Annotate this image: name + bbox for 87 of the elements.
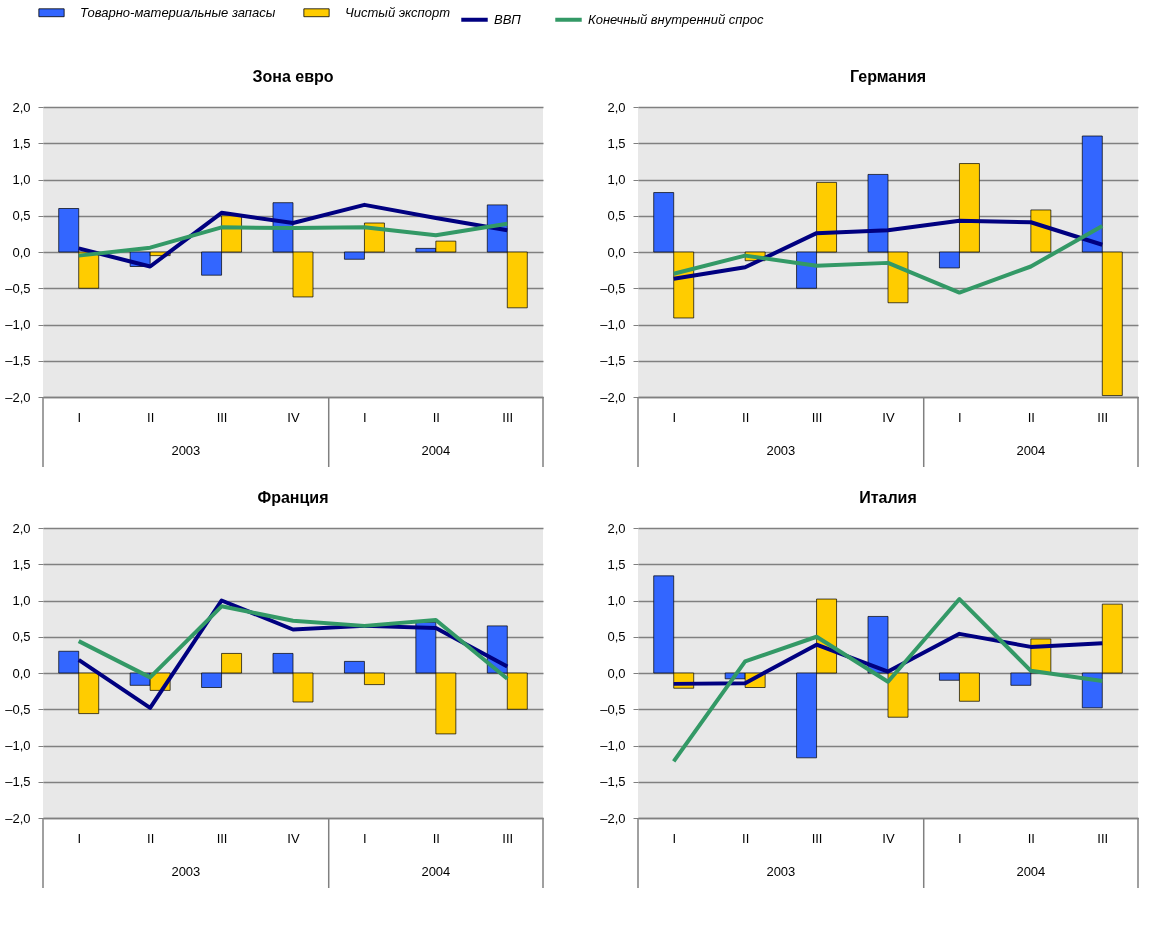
x-tick-label: II — [147, 409, 155, 425]
y-tick-label: –2,0 — [5, 389, 31, 405]
line-series — [671, 223, 1105, 295]
chart-title: Германия — [849, 68, 927, 85]
y-tick-label: –1,5 — [5, 353, 31, 369]
y-tick-label: 0,5 — [607, 629, 626, 645]
y-tick-label: 0,0 — [607, 665, 626, 681]
y-tick-label: 2,0 — [607, 520, 626, 536]
y-tick-label: 0,0 — [12, 665, 31, 681]
x-tick-label: I — [363, 409, 367, 425]
y-tick-label: 0,5 — [12, 629, 31, 645]
line-series — [671, 631, 1105, 686]
y-tick-label: –2,0 — [600, 810, 626, 826]
y-tick-label: –1,0 — [600, 317, 626, 332]
y-tick-label: 1,0 — [12, 172, 31, 187]
legend-label: Конечный внутренний спрос — [588, 11, 764, 27]
x-tick-label: II — [432, 830, 440, 846]
chart-title: Франция — [257, 489, 329, 506]
text: 2004 — [421, 443, 451, 458]
y-tick-label: –1,5 — [600, 774, 626, 790]
x-tick-label: I — [672, 409, 677, 425]
y-tick-label: –1,0 — [600, 738, 626, 753]
y-tick-label: 1,5 — [607, 556, 626, 572]
text: 2004 — [421, 864, 451, 879]
y-tick-label: –0,5 — [5, 701, 31, 717]
x-tick-label: IV — [287, 830, 300, 846]
y-tick-label: 1,5 — [607, 135, 626, 151]
legend-label: Товарно-материальные запасы — [80, 4, 276, 20]
x-tick-label: II — [1027, 830, 1035, 846]
x-tick-label: II — [432, 409, 440, 425]
x-tick-label: III — [811, 830, 823, 846]
x-tick-label: IV — [882, 830, 895, 846]
x-tick-label: II — [742, 409, 750, 425]
y-tick-label: 0,0 — [12, 244, 31, 260]
y-tick-label: 2,0 — [12, 520, 31, 536]
y-tick-label: –1,5 — [600, 353, 626, 369]
x-tick-label: II — [147, 830, 155, 846]
y-tick-label: 1,5 — [12, 556, 31, 572]
text: 2003 — [766, 864, 796, 879]
line-series — [671, 597, 1105, 764]
y-tick-label: –1,0 — [5, 738, 31, 753]
y-tick-label: 0,0 — [607, 244, 626, 260]
y-tick-label: 2,0 — [12, 99, 31, 115]
legend-label: Чистый экспорт — [345, 4, 451, 20]
chart-title: Италия — [859, 489, 917, 506]
y-tick-label: 1,0 — [607, 172, 626, 187]
y-tick-label: 0,5 — [607, 208, 626, 224]
x-tick-label: I — [363, 830, 367, 846]
y-tick-label: 1,5 — [12, 135, 31, 151]
x-tick-label: I — [958, 409, 962, 425]
y-tick-label: –1,5 — [5, 774, 31, 790]
chart-title: Зона евро — [252, 68, 334, 85]
x-tick-label: III — [502, 409, 514, 425]
x-tick-label: III — [216, 830, 228, 846]
x-tick-label: I — [958, 830, 962, 846]
text: 2004 — [1016, 443, 1046, 458]
x-tick-label: III — [216, 409, 228, 425]
x-tick-label: III — [1097, 409, 1109, 425]
x-tick-label: III — [1097, 830, 1109, 846]
y-tick-label: 0,5 — [12, 208, 31, 224]
text: 2003 — [171, 443, 201, 458]
line-series — [671, 218, 1105, 281]
x-tick-label: I — [77, 830, 82, 846]
x-tick-label: II — [742, 830, 750, 846]
text: 2003 — [171, 864, 201, 879]
text: 2003 — [766, 443, 796, 458]
text: 2004 — [1016, 864, 1046, 879]
y-tick-label: –0,5 — [600, 280, 626, 296]
x-tick-label: IV — [882, 409, 895, 425]
legend-label: ВВП — [494, 11, 522, 27]
x-tick-label: IV — [287, 409, 300, 425]
x-tick-label: III — [811, 409, 823, 425]
y-tick-label: –1,0 — [5, 317, 31, 332]
y-tick-label: –2,0 — [600, 389, 626, 405]
y-tick-label: 2,0 — [607, 99, 626, 115]
x-tick-label: I — [672, 830, 677, 846]
line-series — [76, 202, 510, 269]
x-tick-label: I — [77, 409, 82, 425]
y-tick-label: 1,0 — [607, 593, 626, 608]
y-tick-label: 1,0 — [12, 593, 31, 608]
x-tick-label: II — [1027, 409, 1035, 425]
y-tick-label: –0,5 — [5, 280, 31, 296]
x-tick-label: III — [502, 830, 514, 846]
y-tick-label: –2,0 — [5, 810, 31, 826]
y-tick-label: –0,5 — [600, 701, 626, 717]
line-series — [76, 221, 510, 258]
line-series — [76, 604, 510, 681]
